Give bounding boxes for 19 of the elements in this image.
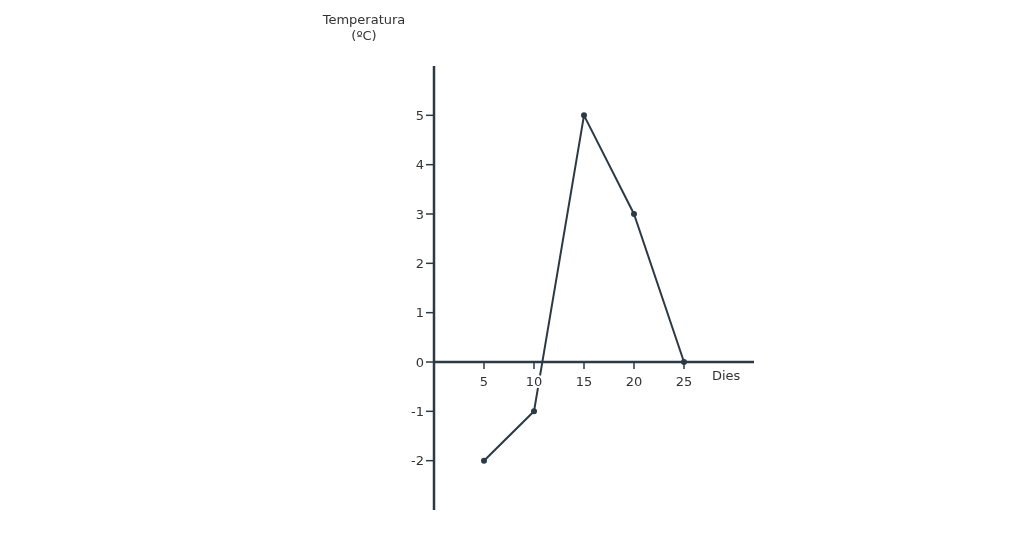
y-tick-label: 1 [415, 305, 424, 321]
y-tick-label: -1 [411, 403, 424, 419]
x-tick-label: 15 [575, 374, 593, 389]
x-tick-label: 20 [625, 374, 643, 389]
y-tick-label: 4 [415, 157, 424, 173]
point [481, 457, 487, 464]
y-tick-label: -2 [411, 453, 424, 469]
x-tick-label: 25 [675, 374, 693, 389]
y-tick-label: 3 [415, 206, 424, 222]
point [531, 408, 537, 415]
point [581, 112, 587, 119]
y-tick-label: 5 [415, 107, 424, 123]
x-axis-title: Dies [712, 368, 741, 383]
y-axis-title: Temperatura (ºC) [321, 12, 407, 44]
y-tick-label: 2 [415, 255, 424, 271]
point [681, 359, 687, 365]
x-tick-label: 5 [479, 374, 489, 389]
point [631, 211, 637, 217]
y-tick-label: 0 [415, 354, 424, 370]
